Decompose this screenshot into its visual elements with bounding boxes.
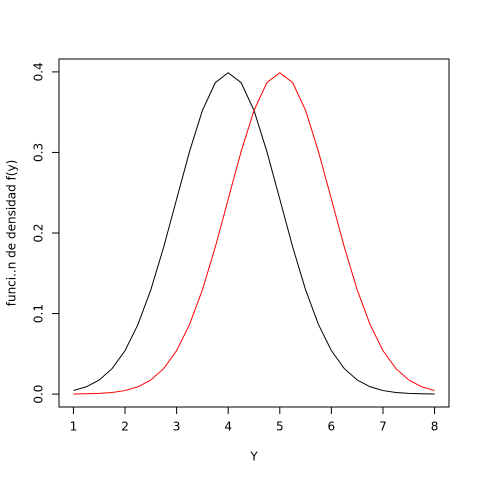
y-axis-title: funci..n de densidad f(y) xyxy=(5,160,19,307)
x-tick-label: 5 xyxy=(276,420,284,434)
x-tick-label: 4 xyxy=(224,420,232,434)
x-tick-label: 3 xyxy=(173,420,181,434)
x-tick-label: 2 xyxy=(121,420,129,434)
y-tick-label: 0.0 xyxy=(32,385,46,404)
x-tick-label: 1 xyxy=(70,420,78,434)
y-tick-label: 0.1 xyxy=(32,304,46,323)
x-tick-label: 6 xyxy=(328,420,336,434)
density-line xyxy=(73,72,435,395)
y-tick-label: 0.3 xyxy=(32,143,46,162)
y-tick-label: 0.2 xyxy=(32,223,46,242)
x-tick-label: 7 xyxy=(379,420,387,434)
y-tick-label: 0.4 xyxy=(32,62,46,81)
x-tick-label: 8 xyxy=(431,420,439,434)
x-axis-title: Y xyxy=(249,450,258,464)
